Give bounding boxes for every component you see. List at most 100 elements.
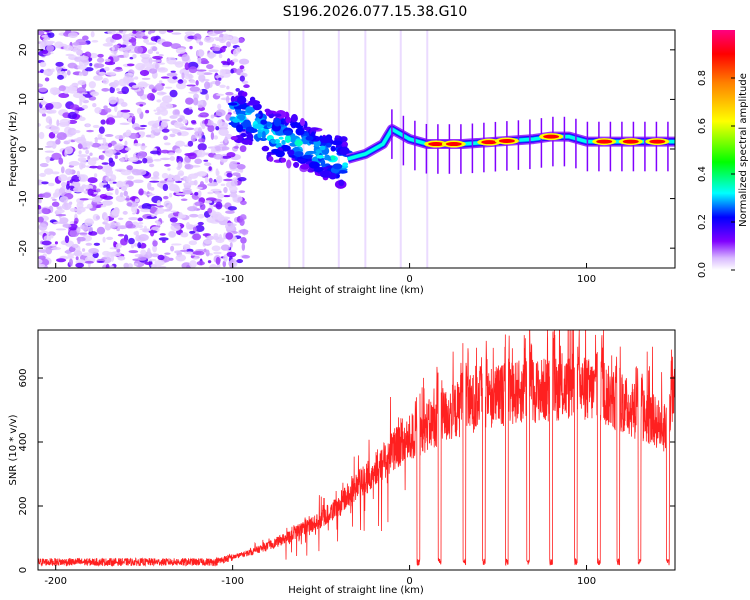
noise-speckle bbox=[118, 30, 124, 33]
noise-speckle bbox=[77, 157, 87, 162]
noise-speckle bbox=[131, 85, 139, 89]
noise-speckle bbox=[102, 77, 109, 85]
noise-speckle bbox=[185, 222, 191, 230]
noise-speckle bbox=[117, 255, 126, 261]
noise-speckle bbox=[182, 190, 193, 195]
noise-speckle bbox=[239, 65, 245, 70]
noise-speckle bbox=[208, 69, 219, 73]
noise-speckle bbox=[173, 121, 183, 129]
noise-speckle bbox=[74, 130, 81, 134]
noise-speckle bbox=[108, 96, 118, 105]
noise-speckle bbox=[206, 235, 215, 241]
noise-speckle bbox=[169, 89, 178, 98]
noise-speckle bbox=[67, 32, 78, 38]
noise-speckle bbox=[157, 62, 166, 65]
noise-speckle bbox=[123, 76, 129, 84]
noise-speckle bbox=[50, 109, 57, 114]
noise-speckle bbox=[139, 124, 148, 128]
noise-speckle bbox=[67, 127, 77, 136]
noise-speckle bbox=[126, 175, 135, 180]
noise-speckle bbox=[210, 114, 215, 119]
noise-speckle bbox=[141, 77, 151, 81]
noise-speckle bbox=[55, 213, 67, 217]
noise-speckle bbox=[154, 211, 158, 216]
noise-speckle bbox=[188, 66, 198, 74]
noise-speckle bbox=[158, 30, 167, 35]
noise-speckle bbox=[61, 202, 72, 211]
noise-speckle bbox=[142, 229, 151, 233]
noise-speckle bbox=[95, 188, 101, 193]
transition-blob bbox=[297, 158, 307, 163]
noise-speckle bbox=[159, 233, 166, 236]
noise-speckle bbox=[100, 119, 106, 125]
noise-speckle bbox=[157, 265, 167, 268]
noise-speckle bbox=[48, 132, 56, 139]
noise-speckle bbox=[162, 208, 171, 212]
transition-blob bbox=[330, 145, 336, 152]
noise-speckle bbox=[241, 254, 251, 259]
noise-speckle bbox=[235, 88, 241, 92]
noise-speckle bbox=[87, 177, 98, 184]
noise-speckle bbox=[204, 200, 213, 204]
noise-speckle bbox=[219, 216, 231, 220]
noise-speckle bbox=[233, 146, 239, 149]
noise-speckle bbox=[150, 187, 155, 191]
noise-speckle bbox=[218, 128, 229, 136]
colorbar-gradient bbox=[712, 30, 735, 270]
noise-speckle bbox=[188, 173, 199, 179]
noise-speckle bbox=[195, 80, 199, 86]
noise-speckle bbox=[125, 220, 134, 229]
noise-speckle bbox=[175, 140, 186, 147]
y-tick-label: -20 bbox=[18, 240, 29, 256]
amplitude-peak bbox=[622, 139, 639, 144]
noise-speckle bbox=[87, 226, 94, 232]
noise-speckle bbox=[162, 183, 169, 192]
transition-blob bbox=[319, 136, 331, 144]
noise-speckle bbox=[175, 47, 186, 54]
noise-speckle bbox=[187, 206, 198, 212]
y-tick-label: -10 bbox=[18, 190, 29, 206]
noise-speckle bbox=[150, 253, 160, 258]
noise-speckle bbox=[79, 99, 83, 106]
noise-speckle bbox=[150, 263, 157, 268]
noise-speckle bbox=[58, 188, 66, 194]
transition-blob bbox=[342, 162, 349, 167]
noise-speckle bbox=[228, 161, 238, 170]
y-tick-label: 10 bbox=[18, 93, 29, 106]
noise-speckle bbox=[120, 44, 127, 48]
noise-speckle bbox=[220, 244, 230, 251]
noise-speckle bbox=[197, 214, 205, 219]
noise-speckle bbox=[169, 133, 176, 138]
noise-speckle bbox=[56, 258, 67, 263]
noise-speckle bbox=[174, 109, 180, 117]
noise-speckle bbox=[135, 169, 147, 176]
snr-xlabel: Height of straight line (km) bbox=[288, 585, 424, 596]
noise-speckle bbox=[187, 152, 197, 160]
noise-speckle bbox=[150, 229, 155, 237]
transition-blob bbox=[280, 157, 287, 163]
noise-speckle bbox=[128, 237, 135, 245]
noise-speckle bbox=[143, 38, 150, 44]
noise-speckle bbox=[114, 154, 118, 160]
noise-speckle bbox=[82, 252, 94, 257]
noise-speckle bbox=[185, 97, 194, 105]
noise-speckle bbox=[38, 83, 44, 88]
noise-speckle bbox=[99, 182, 104, 188]
noise-speckle bbox=[122, 210, 128, 215]
noise-speckle bbox=[107, 30, 117, 35]
transition-blob bbox=[242, 119, 251, 128]
transition-blob bbox=[339, 146, 350, 156]
noise-speckle bbox=[105, 263, 110, 268]
noise-speckle bbox=[173, 186, 181, 194]
noise-speckle bbox=[101, 164, 113, 173]
noise-speckle bbox=[164, 163, 171, 167]
noise-speckle bbox=[217, 193, 225, 199]
noise-speckle bbox=[194, 250, 205, 256]
noise-speckle bbox=[218, 53, 223, 59]
noise-speckle bbox=[213, 232, 219, 239]
noise-speckle bbox=[202, 100, 206, 108]
snr-panel: -200 -100 0 100 0 200 400 600 Height of straigh… bbox=[8, 329, 676, 596]
noise-speckle bbox=[120, 238, 128, 246]
noise-speckle bbox=[215, 80, 221, 86]
noise-speckle bbox=[174, 61, 184, 68]
